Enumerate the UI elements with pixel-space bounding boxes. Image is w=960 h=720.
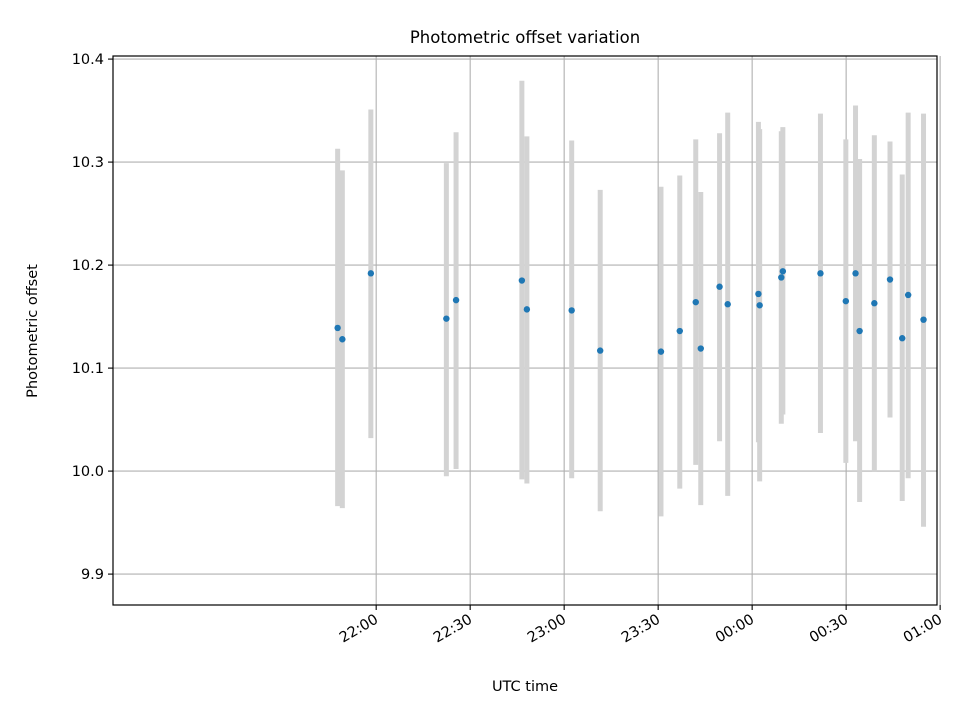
data-point <box>657 348 665 355</box>
data-point <box>920 316 927 323</box>
data-point <box>568 307 575 314</box>
y-tick-label: 9.9 <box>81 567 104 583</box>
data-point <box>724 301 731 308</box>
data-point <box>452 296 460 304</box>
data-point <box>871 300 878 307</box>
data-point <box>755 290 762 298</box>
data-point <box>899 335 906 342</box>
chart-title: Photometric offset variation <box>410 28 640 47</box>
data-point <box>817 270 824 277</box>
data-point <box>692 298 699 306</box>
data-point <box>886 276 894 283</box>
data-points <box>334 268 927 355</box>
data-point <box>716 283 723 290</box>
data-point <box>523 306 531 313</box>
y-axis-label: Photometric offset <box>25 264 41 398</box>
data-point <box>676 327 683 335</box>
data-point <box>756 302 763 309</box>
y-tick-label: 10.0 <box>72 464 104 480</box>
y-axis-ticks: 9.9 10.0 10.1 10.2 10.3 10.4 <box>72 52 113 583</box>
data-point <box>904 291 912 299</box>
data-point <box>339 336 346 343</box>
data-point <box>596 347 604 354</box>
y-tick-label: 10.1 <box>72 361 104 377</box>
data-point <box>856 327 863 335</box>
data-point <box>778 274 785 281</box>
data-point <box>367 270 375 277</box>
data-point <box>697 345 704 352</box>
plot-frame <box>112 55 938 606</box>
y-tick-label: 10.4 <box>72 52 104 68</box>
y-tick-label: 10.3 <box>72 155 104 171</box>
data-point <box>518 277 526 284</box>
x-axis-label: UTC time <box>492 679 558 695</box>
data-point <box>852 270 859 277</box>
y-tick-label: 10.2 <box>72 258 104 274</box>
data-point <box>779 268 787 275</box>
data-point <box>334 324 341 332</box>
data-point <box>443 315 450 322</box>
data-point <box>842 297 850 305</box>
